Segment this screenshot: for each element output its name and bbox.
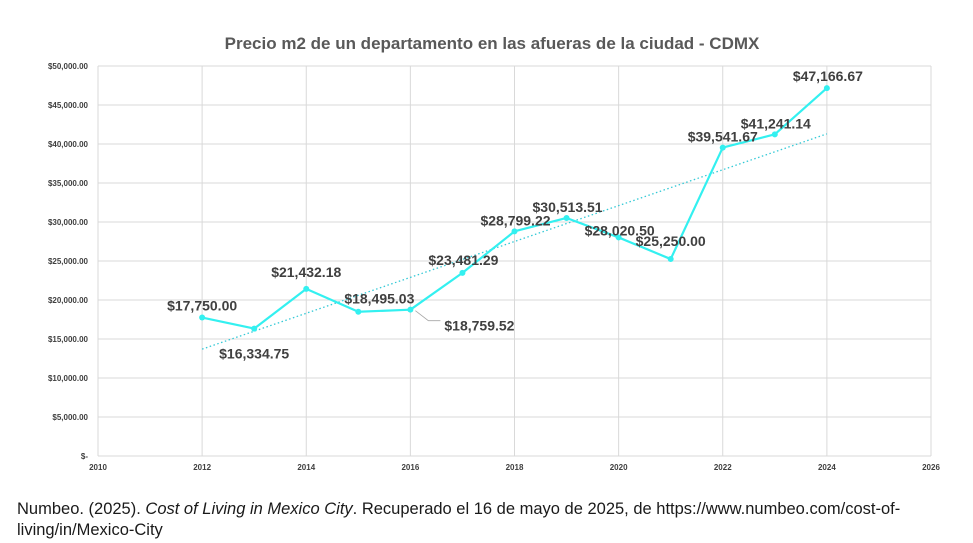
x-tick-label: 2010: [89, 463, 107, 472]
x-tick-label: 2012: [193, 463, 211, 472]
x-tick-label: 2024: [818, 463, 836, 472]
data-label: $21,432.18: [271, 264, 341, 280]
data-label: $25,250.00: [636, 233, 706, 249]
data-label: $30,513.51: [533, 199, 603, 215]
data-point: [355, 308, 362, 315]
data-label: $28,020.50: [585, 222, 655, 238]
citation-rest: . Recuperado el 16 de mayo de 2025, de h…: [17, 500, 901, 539]
data-label: $16,334.75: [219, 346, 289, 362]
grid: [97, 65, 932, 457]
data-labels: $17,750.00 $16,334.75 $21,432.18$18,495.03…: [167, 68, 863, 361]
y-tick-label: $45,000.00: [48, 101, 89, 110]
data-label: $17,750.00: [167, 298, 237, 314]
x-tick-label: 2020: [610, 463, 628, 472]
data-point: [511, 228, 518, 235]
x-tick-label: 2016: [401, 463, 419, 472]
data-point: [719, 144, 726, 151]
data-point: [251, 325, 258, 332]
data-label: $47,166.67: [793, 68, 863, 84]
citation: Numbeo. (2025). Cost of Living in Mexico…: [17, 499, 967, 541]
y-tick-label: $25,000.00: [48, 257, 89, 266]
data-point: [303, 285, 310, 292]
leader-lines: [415, 310, 441, 322]
x-tick-label: 2018: [506, 463, 524, 472]
data-point: [615, 234, 622, 241]
y-tick-label: $50,000.00: [48, 62, 89, 71]
y-tick-label: $-: [81, 452, 88, 461]
points-group: [199, 85, 830, 332]
citation-title: Cost of Living in Mexico City: [145, 500, 353, 518]
y-axis-ticks: $- $5,000.00 $10,000.00 $15,000.00 $20,000.0…: [48, 62, 89, 461]
x-axis-ticks: 2010 2012 2014 2016 2018 2020 2022 2024 2026: [89, 463, 940, 472]
data-point: [407, 306, 414, 313]
y-tick-label: $5,000.00: [52, 413, 88, 422]
chart-title: Precio m2 de un departamento en las afue…: [225, 34, 760, 53]
data-point: [667, 256, 674, 263]
y-tick-label: $30,000.00: [48, 218, 89, 227]
data-label: $18,495.03: [344, 291, 414, 307]
data-point: [771, 131, 778, 138]
x-tick-label: 2026: [922, 463, 940, 472]
y-tick-label: $20,000.00: [48, 296, 89, 305]
y-tick-label: $40,000.00: [48, 140, 89, 149]
citation-author-year: Numbeo. (2025).: [17, 500, 146, 518]
data-label: $28,799.22: [480, 212, 550, 228]
data-label: $39,541.67: [688, 129, 758, 145]
data-label: $23,481.29: [428, 252, 498, 268]
data-point: [459, 269, 466, 276]
line-chart: Precio m2 de un departamento en las afue…: [48, 34, 940, 472]
data-point: [199, 314, 206, 321]
y-tick-label: $10,000.00: [48, 374, 89, 383]
data-point: [823, 85, 830, 92]
leader-line: [415, 310, 441, 322]
x-tick-label: 2022: [714, 463, 732, 472]
data-point: [563, 214, 570, 221]
y-tick-label: $35,000.00: [48, 179, 89, 188]
data-label: $41,241.14: [741, 115, 811, 131]
x-tick-label: 2014: [297, 463, 315, 472]
data-label: $18,759.52: [444, 318, 514, 334]
y-tick-label: $15,000.00: [48, 335, 89, 344]
